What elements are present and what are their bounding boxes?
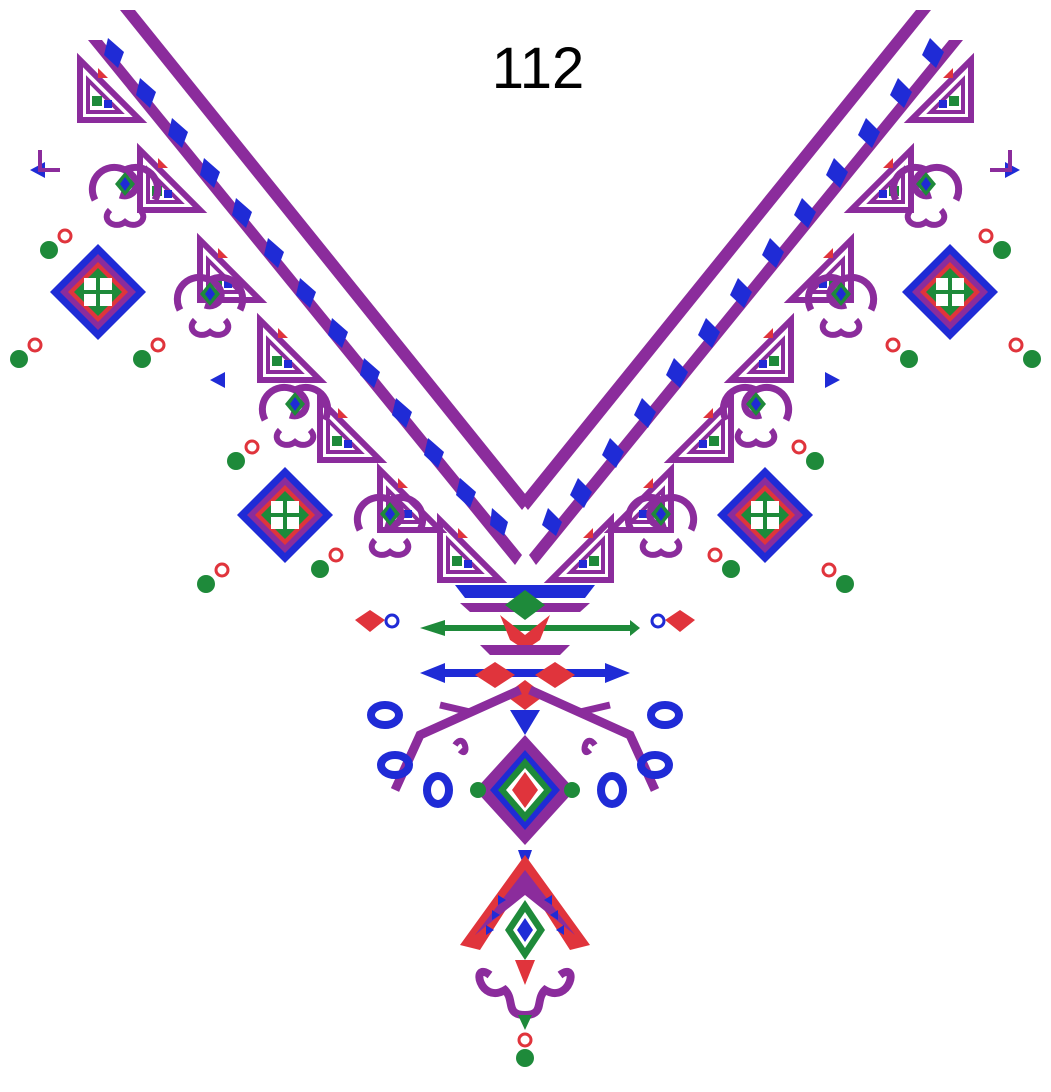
beads xyxy=(8,228,1043,595)
center-branches xyxy=(367,685,683,808)
center-pendant-diamond xyxy=(470,735,580,870)
center-arrows xyxy=(355,585,695,735)
side-accents xyxy=(30,150,1020,388)
right-v-band xyxy=(520,10,963,565)
design-number-label: 112 xyxy=(491,36,585,101)
lower-pendant xyxy=(460,855,590,1067)
left-v-band xyxy=(88,10,530,565)
